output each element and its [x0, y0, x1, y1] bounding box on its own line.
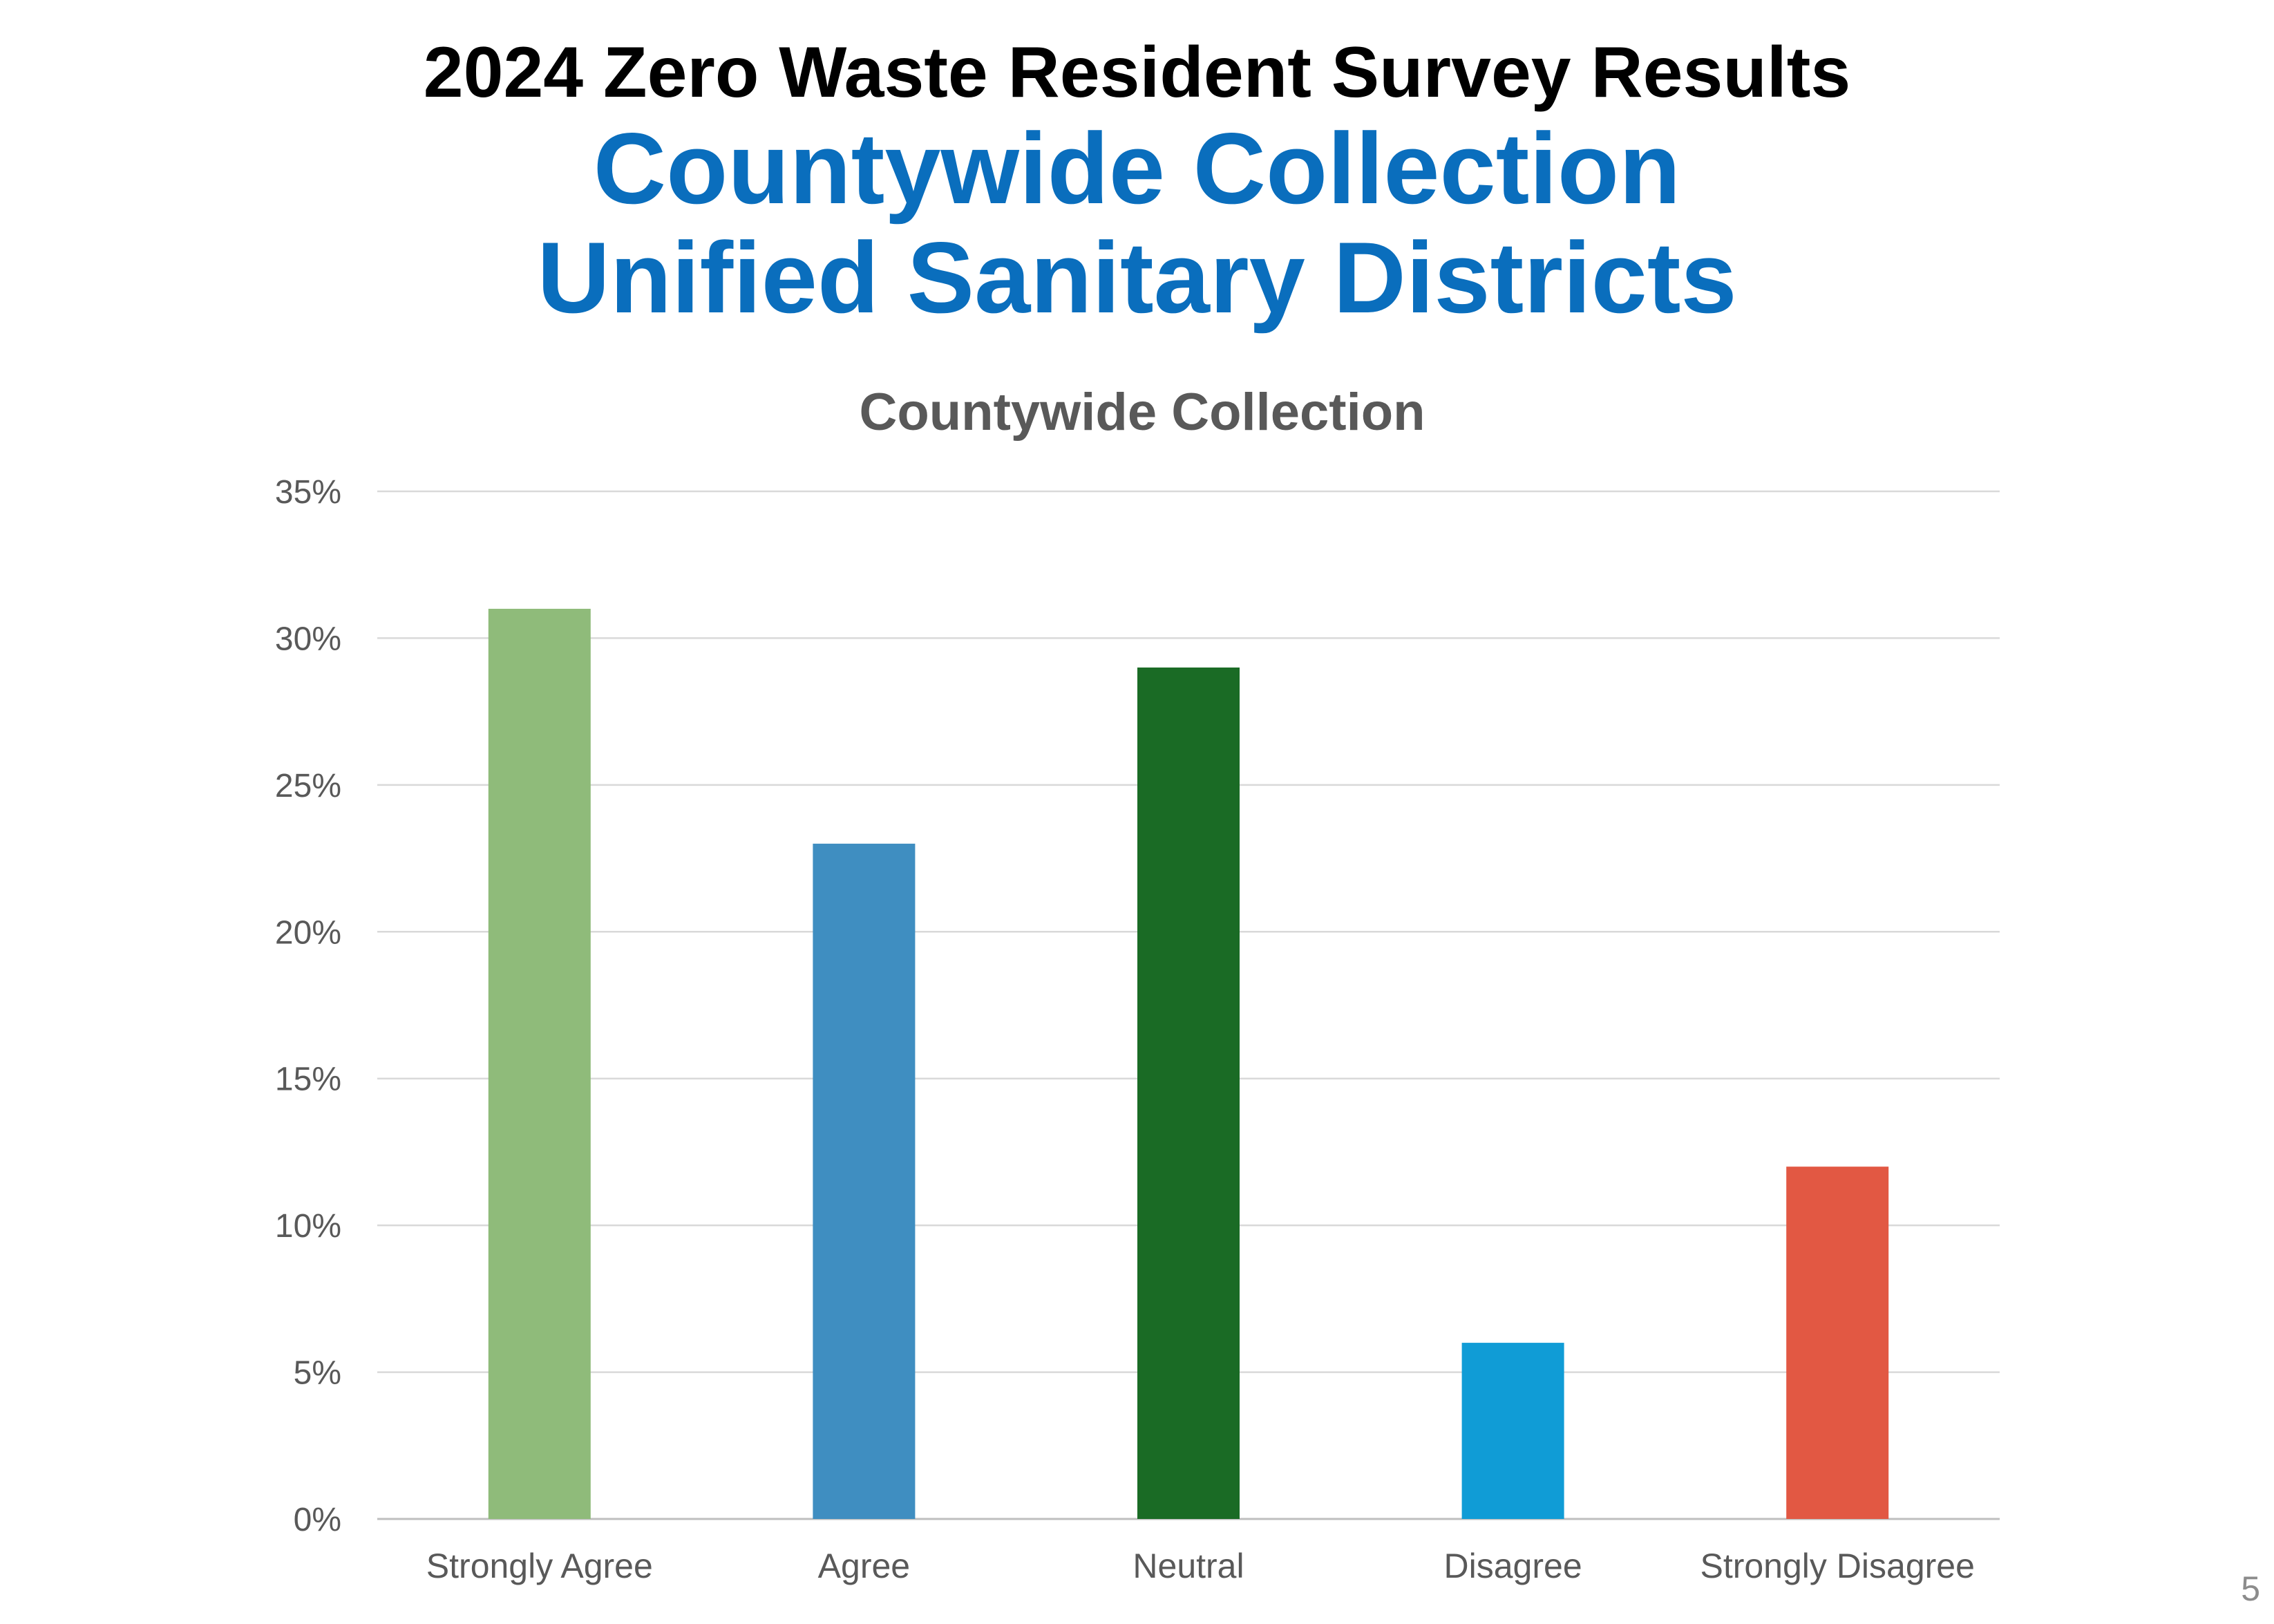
bar-strongly-agree: [488, 608, 591, 1519]
y-tick-label: 35%: [275, 474, 341, 511]
x-category-label: Neutral: [1133, 1547, 1244, 1585]
bar-strongly-disagree: [1786, 1167, 1889, 1519]
chart-title: Countywide Collection: [859, 383, 1425, 442]
bars: [488, 608, 1889, 1519]
x-category-label: Disagree: [1444, 1547, 1582, 1585]
x-category-label: Strongly Disagree: [1700, 1547, 1974, 1585]
bar-neutral: [1137, 667, 1240, 1519]
y-tick-label: 30%: [275, 621, 341, 657]
y-tick-label: 5%: [294, 1355, 341, 1392]
x-category-label: Strongly Agree: [426, 1547, 653, 1585]
slide-subtitle-line-1: Countywide Collection: [593, 112, 1681, 225]
slide-title: 2024 Zero Waste Resident Survey Results: [423, 32, 1851, 113]
y-tick-label: 15%: [275, 1061, 341, 1098]
bar-disagree: [1461, 1343, 1564, 1519]
y-tick-label: 10%: [275, 1208, 341, 1245]
y-tick-label: 25%: [275, 768, 341, 804]
page-number: 5: [2241, 1569, 2260, 1608]
x-axis-labels: Strongly Agree Agree Neutral Disagree Strong…: [426, 1547, 1975, 1585]
bar-agree: [813, 843, 916, 1519]
y-axis-ticks: 0% 5% 10% 15% 20% 25% 30% 35%: [275, 474, 341, 1538]
x-category-label: Agree: [818, 1547, 910, 1585]
y-tick-label: 20%: [275, 914, 341, 951]
slide-subtitle-line-2: Unified Sanitary Districts: [537, 221, 1737, 334]
y-tick-label: 0%: [294, 1502, 341, 1538]
